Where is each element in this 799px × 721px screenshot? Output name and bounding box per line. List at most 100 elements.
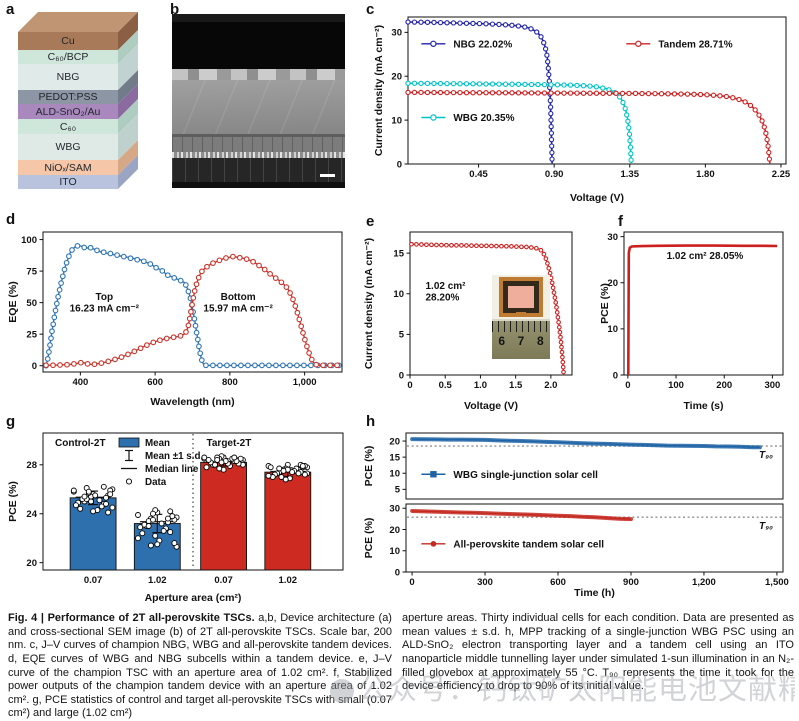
svg-text:20: 20 [389,436,400,447]
svg-text:1.80: 1.80 [696,169,715,180]
svg-text:5: 5 [399,330,405,341]
panel-label-f: f [618,213,623,230]
svg-text:0: 0 [32,361,37,372]
stack-layer-front: WBG [18,134,118,160]
svg-text:400: 400 [72,377,88,388]
svg-text:10: 10 [607,324,618,335]
svg-text:1.02: 1.02 [148,575,167,586]
svg-text:Top: Top [95,292,113,303]
stack-layer-label: ALD-SnO₂/Au [35,105,101,118]
panel-label-b: b [170,1,180,18]
device-photo-inset: 6 7 8 [492,275,550,359]
svg-text:Data: Data [145,477,167,488]
svg-text:0: 0 [395,567,400,578]
svg-text:Bottom: Bottom [221,292,256,303]
svg-text:0: 0 [397,159,402,170]
svg-text:20: 20 [26,558,37,569]
svg-text:1.02 cm²: 1.02 cm² [425,281,466,292]
svg-text:T₉₀: T₉₀ [759,450,773,461]
svg-text:2.25: 2.25 [772,169,791,180]
svg-text:600: 600 [147,377,163,388]
svg-text:All-perovskite tandem solar ce: All-perovskite tandem solar cell [453,539,604,550]
ruler-number: 6 [498,334,505,348]
stack-layer-label: NBG [56,71,80,83]
svg-text:0.07: 0.07 [84,575,103,586]
svg-text:0: 0 [625,380,630,391]
svg-text:5: 5 [395,485,401,496]
chart-svg-e: 0 0.5 1.0 1.5 2.0 0 5 10 15 Voltage (V) Current de… [363,231,573,412]
svg-text:0: 0 [407,380,412,391]
svg-text:15: 15 [393,248,404,259]
svg-text:PCE (%): PCE (%) [599,283,611,324]
svg-text:900: 900 [623,577,639,588]
panel-label-d: d [6,211,16,228]
svg-text:30: 30 [607,232,618,243]
sem-image [172,14,345,188]
svg-text:20: 20 [391,72,402,83]
ruler: 6 7 8 [492,319,550,359]
svg-text:Voltage (V): Voltage (V) [570,192,624,204]
stack-layer-label: C₆₀ [59,120,77,133]
stack-layer-front: PEDOT:PSS [18,90,118,104]
svg-text:16.23 mA cm⁻²: 16.23 mA cm⁻² [70,304,140,315]
svg-text:PCE (%): PCE (%) [363,518,375,559]
sem-perovskite-layer [172,80,345,134]
svg-text:100: 100 [668,380,684,391]
panel-label-a: a [6,1,15,18]
ruler-number: 7 [517,334,525,348]
svg-text:15.97 mA cm⁻²: 15.97 mA cm⁻² [203,304,273,315]
svg-text:PCE (%): PCE (%) [363,446,375,487]
svg-text:30: 30 [391,28,402,39]
stack-layer-label: C₆₀/BCP [47,51,89,63]
svg-text:1.5: 1.5 [509,380,523,391]
scale-bar [320,174,335,177]
svg-text:1,000: 1,000 [293,377,317,388]
chart-svg-h2: 0 300 600 900 1,200 1,500 0 10 20 30 Time (h) PCE (… [363,503,789,599]
svg-text:Time (s): Time (s) [683,400,723,412]
svg-text:20: 20 [607,278,618,289]
svg-text:Control-2T: Control-2T [55,438,106,449]
svg-text:28.20%: 28.20% [425,292,459,303]
stack-layer-front: NBG [18,64,118,90]
panel-label-e: e [366,213,375,230]
svg-text:0.07: 0.07 [214,575,233,586]
watermark-logo [330,679,354,704]
chart-eqe: 400 600 800 1,000 0 25 50 75 100 Wavelength (nm) E… [6,210,354,410]
stack-layer-front: ALD-SnO₂/Au [18,104,118,119]
ruler-numbers: 6 7 8 [492,334,550,348]
device-stack-diagram: Cu C₆₀/BCP NBG PEDOT:PSS ALD-SnO₂/Au C₆₀ WBG Ni… [14,10,154,202]
svg-text:10: 10 [391,115,402,126]
stack-layer-label: NiOₓ/SAM [44,161,92,174]
panel-label-g: g [6,413,16,430]
figure-caption-right: aperture areas. Thirty individual cells … [402,612,794,693]
svg-text:1,200: 1,200 [692,577,716,588]
watermark: 公众号：钙钛矿太阳能电池文献精读集锦 [330,666,795,708]
sem-lower-layer [172,137,345,152]
device-electrode [499,277,543,317]
chart-svg-h1: 5 10 15 20 PCE (%) T₉₀ WBG single-junction sol… [363,432,784,500]
chart-mpp-tandem: 0 300 600 900 1,200 1,500 0 10 20 30 Time (h) PCE (… [362,501,798,601]
svg-text:Aperture area (cm²): Aperture area (cm²) [145,592,242,604]
chart-pce-statistics: 20 24 28 Aperture area (cm²) PCE (%) 0.07 1.02… [6,414,354,606]
svg-text:Current density (mA cm⁻²): Current density (mA cm⁻²) [373,25,385,156]
svg-text:Current density (mA cm⁻²): Current density (mA cm⁻²) [363,238,375,369]
sem-top-band [172,14,345,22]
stack-layer-label: WBG [55,141,81,153]
svg-text:0: 0 [409,577,414,588]
chart-svg-d: 400 600 800 1,000 0 25 50 75 100 Wavelength (nm) E… [7,231,343,408]
svg-text:WBG single-junction solar cell: WBG single-junction solar cell [453,470,598,481]
svg-text:0: 0 [613,370,618,381]
svg-text:Mean ±1 s.d.: Mean ±1 s.d. [145,451,203,462]
chart-jv-champion: 0.45 0.90 1.35 1.80 2.25 0 10 20 30 Voltage (V) Cu… [372,4,796,206]
svg-text:Median line: Median line [145,464,199,475]
svg-text:24: 24 [26,509,37,520]
stack-layer-front: ITO [18,175,118,189]
chart-svg-c: 0.45 0.90 1.35 1.80 2.25 0 10 20 30 Voltage (V) Cu… [373,16,791,204]
svg-text:0.5: 0.5 [439,380,453,391]
device-contact-notch [516,312,526,317]
svg-text:10: 10 [389,546,400,557]
svg-text:1,500: 1,500 [765,577,789,588]
svg-text:100: 100 [21,235,37,246]
panel-label-h: h [366,413,376,430]
caption-left-text: a,b, Device architecture (a) and cross-s… [8,612,392,720]
